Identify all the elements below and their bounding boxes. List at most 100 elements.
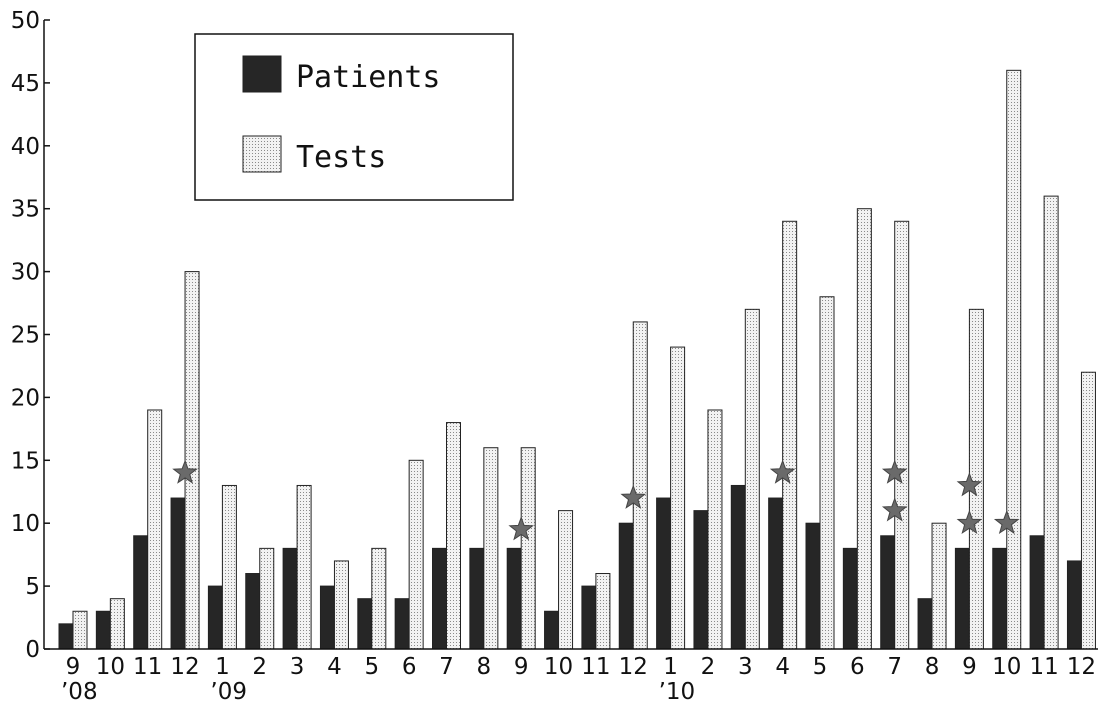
star-marker-0 (172, 459, 198, 484)
bar-patients-19 (768, 497, 784, 650)
star-marker-4 (881, 459, 908, 484)
bar-tests-0 (72, 610, 88, 650)
y-tick-label-30: 30 (11, 260, 40, 286)
bar-patients-2 (133, 535, 149, 650)
bar-tests-20 (819, 296, 835, 650)
bar-patients-23 (917, 598, 933, 650)
y-tick-label-50: 50 (11, 8, 40, 34)
star-marker-8 (993, 509, 1020, 535)
legend-swatch-tests (242, 135, 282, 173)
bar-tests-16 (670, 346, 686, 650)
bar-tests-11 (483, 447, 499, 650)
legend-label-patients: Patients (296, 60, 441, 95)
legend-swatch-patients (242, 55, 282, 93)
bar-tests-15 (632, 321, 648, 650)
y-tick-label-5: 5 (25, 574, 40, 600)
bar-patients-8 (357, 598, 373, 650)
bar-tests-13 (558, 510, 574, 650)
bar-tests-21 (856, 208, 872, 650)
bar-tests-23 (931, 522, 947, 650)
y-tick-label-35: 35 (11, 197, 40, 223)
x-tick-label-0: 9 (66, 654, 81, 680)
x-tick-label-27: 12 (1067, 654, 1096, 680)
bar-patients-6 (282, 547, 298, 650)
star-marker-3 (769, 459, 796, 484)
bar-tests-14 (595, 573, 611, 650)
x-tick-label-23: 8 (925, 654, 940, 680)
bar-tests-26 (1043, 195, 1059, 650)
x-tick-label-4: 1 (215, 654, 230, 680)
x-tick-label-26: 11 (1029, 654, 1058, 680)
bar-patients-14 (581, 585, 597, 650)
legend: Patients Tests (194, 33, 514, 201)
bar-patients-10 (432, 547, 447, 650)
bar-patients-20 (805, 522, 821, 650)
x-year-label-1: ’09 (210, 679, 247, 705)
x-tick-label-7: 4 (327, 654, 342, 680)
star-marker-2 (620, 484, 647, 509)
star-marker-6 (956, 472, 983, 497)
y-tick-label-20: 20 (11, 385, 40, 411)
bar-tests-27 (1080, 371, 1096, 650)
bar-tests-4 (221, 484, 237, 650)
bar-tests-9 (408, 459, 424, 650)
x-tick-label-18: 3 (738, 654, 753, 680)
bar-patients-22 (880, 535, 896, 650)
x-tick-label-10: 7 (439, 654, 454, 680)
x-tick-label-9: 6 (402, 654, 417, 680)
x-tick-label-3: 12 (170, 654, 199, 680)
legend-label-tests: Tests (296, 140, 386, 175)
bar-patients-25 (992, 547, 1008, 650)
x-tick-label-13: 10 (544, 654, 573, 680)
bar-tests-18 (744, 308, 760, 650)
star-marker-7 (956, 509, 983, 535)
star-marker-1 (508, 516, 534, 541)
bar-tests-8 (371, 547, 387, 650)
x-tick-label-12: 9 (514, 654, 529, 680)
y-tick-label-45: 45 (11, 71, 40, 97)
bar-patients-12 (506, 547, 522, 650)
x-tick-label-5: 2 (252, 654, 267, 680)
x-tick-label-2: 11 (133, 654, 162, 680)
stars-group (172, 459, 1020, 541)
x-tick-label-15: 12 (619, 654, 648, 680)
star-marker-5 (881, 497, 908, 522)
bar-patients-18 (730, 484, 746, 650)
x-tick-label-1: 10 (96, 654, 125, 680)
bar-patients-15 (618, 522, 634, 650)
bar-tests-17 (707, 409, 723, 650)
x-year-label-0: ’08 (61, 679, 98, 705)
bar-tests-1 (109, 598, 125, 650)
bar-tests-6 (296, 484, 312, 650)
bar-patients-11 (469, 547, 485, 650)
bar-tests-25 (1006, 69, 1022, 650)
y-tick-label-15: 15 (11, 448, 40, 474)
bar-patients-24 (954, 547, 970, 650)
bar-patients-3 (170, 497, 186, 650)
bar-patients-9 (394, 598, 410, 650)
y-tick-label-0: 0 (25, 637, 40, 663)
bar-tests-5 (259, 547, 275, 650)
x-year-label-2: ’10 (659, 679, 696, 705)
bar-patients-27 (1066, 560, 1082, 650)
x-tick-label-11: 8 (477, 654, 492, 680)
x-tick-label-17: 2 (701, 654, 716, 680)
bar-tests-2 (147, 409, 163, 650)
bar-patients-5 (245, 573, 261, 650)
bar-patients-21 (842, 547, 858, 650)
bar-patients-7 (319, 585, 335, 650)
x-tick-label-25: 10 (992, 654, 1021, 680)
x-tick-label-20: 5 (813, 654, 828, 680)
bar-tests-22 (894, 220, 910, 650)
y-tick-label-10: 10 (11, 511, 40, 537)
bar-tests-7 (333, 560, 349, 650)
x-tick-label-16: 1 (663, 654, 678, 680)
x-tick-label-8: 5 (364, 654, 379, 680)
y-tick-label-40: 40 (11, 134, 40, 160)
bar-tests-19 (782, 220, 798, 650)
x-tick-label-24: 9 (962, 654, 977, 680)
bar-patients-1 (95, 610, 111, 650)
bar-patients-26 (1029, 535, 1045, 650)
